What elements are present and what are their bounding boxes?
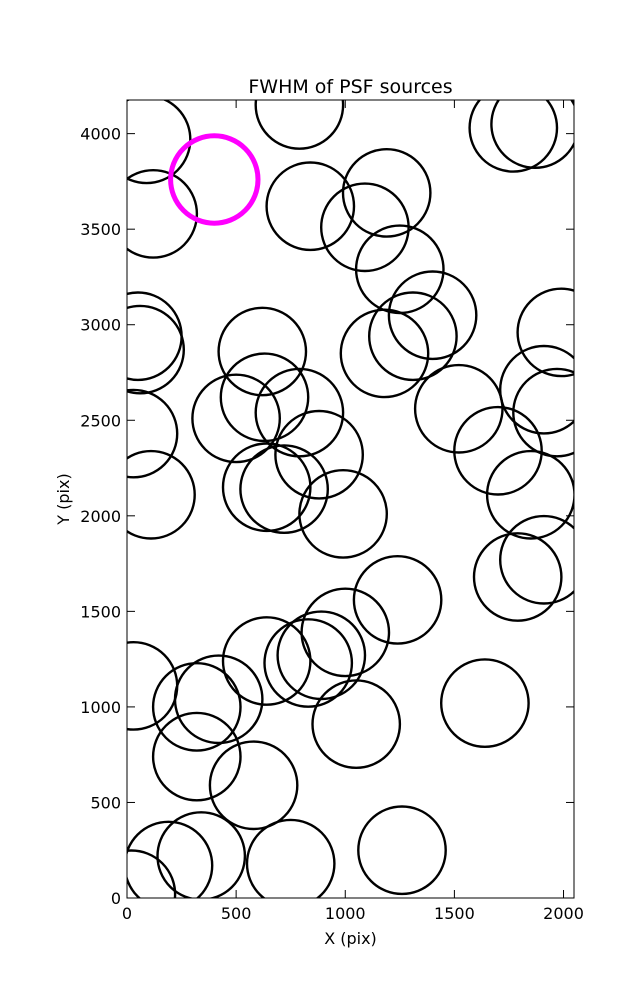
y-tick-label: 0 xyxy=(111,889,121,908)
psf-source-marker xyxy=(341,147,432,238)
psf-source-marker xyxy=(512,367,574,458)
psf-source-marker xyxy=(127,849,177,898)
psf-source-marker xyxy=(127,820,214,898)
psf-source-marker xyxy=(151,662,242,752)
x-tick-label: 0 xyxy=(122,904,132,923)
psf-source-marker xyxy=(453,405,543,496)
x-tick-label: 1000 xyxy=(325,904,366,923)
psf-source-marker xyxy=(127,304,185,395)
x-tick-label: 1500 xyxy=(434,904,475,923)
y-axis-label: Y (pix) xyxy=(54,473,73,525)
plot-area xyxy=(127,100,574,898)
psf-source-marker xyxy=(499,514,574,605)
psf-source-marker xyxy=(516,287,574,378)
psf-source-marker xyxy=(156,811,247,898)
psf-source-marker xyxy=(274,409,364,500)
y-tick-label: 1000 xyxy=(80,698,121,717)
psf-source-marker xyxy=(339,308,430,399)
y-tick-label: 1500 xyxy=(80,602,121,621)
psf-source-marker xyxy=(311,679,402,769)
psf-source-marker xyxy=(127,449,196,540)
psf-source-marker xyxy=(127,100,192,185)
psf-source-marker xyxy=(263,618,354,708)
psf-source-marker xyxy=(239,444,330,534)
plot-frame xyxy=(126,99,575,899)
x-tick-label: 500 xyxy=(221,904,252,923)
psf-source-marker xyxy=(352,555,443,645)
psf-source-marker xyxy=(208,740,299,831)
psf-source-marker xyxy=(127,641,179,731)
psf-source-marker xyxy=(468,100,559,173)
psf-source-marker xyxy=(413,363,504,454)
y-tick-label: 2000 xyxy=(80,507,121,526)
x-tick-label: 2000 xyxy=(543,904,584,923)
psf-source-marker xyxy=(265,161,356,252)
psf-source-marker xyxy=(151,711,242,802)
psf-source-marker xyxy=(221,442,312,533)
psf-source-marker xyxy=(217,306,308,397)
psf-source-marker xyxy=(219,352,310,443)
psf-source-marker xyxy=(499,344,574,435)
y-tick-label: 4000 xyxy=(80,125,121,144)
psf-source-marker xyxy=(367,291,458,382)
psf-source-marker xyxy=(472,532,563,622)
psf-source-marker xyxy=(298,469,388,559)
y-tick-label: 3000 xyxy=(80,316,121,335)
psf-source-marker xyxy=(127,388,179,479)
psf-source-marker xyxy=(127,169,199,259)
y-tick-label: 500 xyxy=(90,793,121,812)
psf-source-marker xyxy=(387,270,478,361)
psf-source-marker xyxy=(221,616,312,706)
y-tick-label: 3500 xyxy=(80,220,121,239)
psf-source-marker xyxy=(300,587,391,678)
psf-source-marker xyxy=(191,373,282,464)
axis-ticks: 0 500 1000 1500 2000 0 500 1000 1500 2000 2500 3000… xyxy=(80,100,584,923)
psf-source-marker xyxy=(485,449,574,540)
x-axis-label: X (pix) xyxy=(324,929,377,948)
y-tick-label: 2500 xyxy=(80,411,121,430)
psf-source-marker xyxy=(357,805,447,896)
chart-title: FWHM of PSF sources xyxy=(248,76,452,98)
psf-source-marker xyxy=(245,818,336,898)
psf-source-marker xyxy=(439,658,530,748)
psf-source-marker xyxy=(254,367,345,458)
psf-source-marker xyxy=(254,100,345,150)
source-circles xyxy=(127,100,574,898)
psf-source-marker xyxy=(490,100,574,169)
highlighted-source-marker xyxy=(168,133,261,226)
